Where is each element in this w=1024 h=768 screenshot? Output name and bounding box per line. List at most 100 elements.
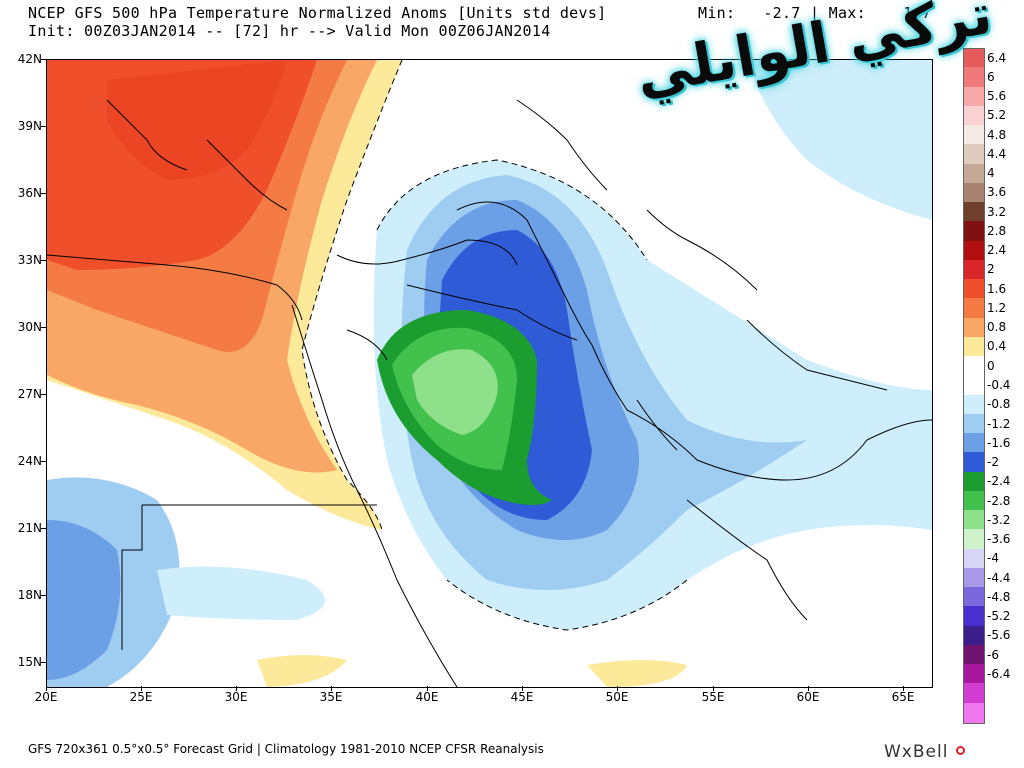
colorbar-swatch [963, 490, 985, 511]
colorbar-label: 1.2 [987, 300, 1007, 315]
lon-tick [236, 686, 237, 691]
lat-label: 15N [17, 655, 42, 669]
lon-tick [713, 686, 714, 691]
colorbar-swatch [963, 433, 985, 454]
lon-label: 55E [701, 690, 725, 704]
zero-contours [301, 60, 688, 631]
min-max-readout: Min: -2.7 | Max: 1.7 [698, 4, 932, 22]
colorbar-swatch [963, 202, 985, 223]
colorbar-label: -6 [987, 647, 999, 662]
colorbar-swatch [963, 182, 985, 203]
colorbar-label: 2.8 [987, 223, 1007, 238]
colorbar-label: 4 [987, 166, 995, 181]
colorbar-label: 6.4 [987, 50, 1007, 65]
cool-southwest-patch [47, 477, 687, 687]
lat-tick [41, 59, 46, 60]
colorbar-label: -4 [987, 551, 999, 566]
lat-tick [41, 595, 46, 596]
lat-tick [41, 528, 46, 529]
lat-label: 21N [17, 521, 42, 535]
lon-tick [141, 686, 142, 691]
colorbar-swatch [963, 259, 985, 280]
lat-label: 30N [17, 320, 42, 334]
strong-cold-core [377, 310, 552, 505]
colorbar-label: 3.2 [987, 204, 1007, 219]
colorbar-swatch [963, 298, 985, 319]
colorbar-swatch [963, 67, 985, 88]
colorbar-label: 0 [987, 358, 995, 373]
lon-label: 30E [224, 690, 248, 704]
lat-label: 42N [17, 52, 42, 66]
colorbar-swatch [963, 529, 985, 550]
lon-tick [46, 686, 47, 691]
lat-label: 39N [17, 119, 42, 133]
footer-caption: GFS 720x361 0.5°x0.5° Forecast Grid | Cl… [28, 742, 544, 756]
lat-tick [41, 461, 46, 462]
colorbar-swatch [963, 144, 985, 165]
colorbar-swatch [963, 471, 985, 492]
lon-tick [903, 686, 904, 691]
warm-anomaly-field [47, 60, 402, 530]
colorbar-label: 4.8 [987, 127, 1007, 142]
colorbar-swatch [963, 279, 985, 300]
colorbar-label: 2 [987, 262, 995, 277]
lon-label: 60E [796, 690, 820, 704]
anomaly-map [46, 59, 933, 688]
lat-label: 27N [17, 387, 42, 401]
colorbar-label: 3.6 [987, 185, 1007, 200]
colorbar-swatch [963, 86, 985, 107]
colorbar-swatch [963, 375, 985, 396]
lon-label: 65E [891, 690, 915, 704]
colorbar-label: -2 [987, 455, 999, 470]
colorbar-label: 6 [987, 69, 995, 84]
watermark-text: تركي الوايلي [631, 0, 997, 109]
colorbar-label: -0.8 [987, 397, 1011, 412]
lon-tick [522, 686, 523, 691]
lat-label: 18N [17, 588, 42, 602]
init-valid-line: Init: 00Z03JAN2014 -- [72] hr --> Valid … [28, 22, 551, 40]
colorbar-swatch [963, 105, 985, 126]
colorbar-swatch [963, 644, 985, 665]
colorbar-swatch [963, 356, 985, 377]
colorbar-swatch [963, 587, 985, 608]
colorbar-label: -1.6 [987, 435, 1011, 450]
colorbar-swatch [963, 625, 985, 646]
colorbar-swatch [963, 163, 985, 184]
lon-label: 35E [319, 690, 343, 704]
colorbar-swatch [963, 683, 985, 704]
colorbar-swatch [963, 48, 985, 69]
lon-label: 45E [510, 690, 534, 704]
colorbar-swatch [963, 240, 985, 261]
lat-tick [41, 126, 46, 127]
colorbar-label: 1.6 [987, 281, 1007, 296]
lon-label: 25E [129, 690, 153, 704]
colorbar-label: -5.6 [987, 628, 1011, 643]
lon-label: 40E [415, 690, 439, 704]
colorbar-label: -0.4 [987, 378, 1011, 392]
lat-label: 36N [17, 186, 42, 200]
colorbar-label: -4.8 [987, 589, 1011, 604]
lat-label: 24N [17, 454, 42, 468]
lat-label: 33N [17, 253, 42, 267]
colorbar-label: 5.6 [987, 89, 1007, 104]
colorbar-swatch [963, 221, 985, 242]
map-canvas [47, 60, 932, 687]
lat-tick [41, 327, 46, 328]
colorbar-swatch [963, 664, 985, 685]
brand-logo: WxBell [884, 742, 949, 762]
lon-label: 50E [605, 690, 629, 704]
brand-dot-icon [956, 746, 965, 755]
colorbar-swatch [963, 336, 985, 357]
lat-tick [41, 193, 46, 194]
colorbar-label: -4.4 [987, 570, 1011, 585]
colorbar-label: -3.2 [987, 512, 1011, 527]
colorbar-swatch [963, 413, 985, 434]
colorbar-swatch [963, 510, 985, 531]
colorbar-swatch [963, 567, 985, 588]
lat-tick [41, 394, 46, 395]
colorbar-swatch [963, 125, 985, 146]
colorbar-swatch [963, 394, 985, 415]
colorbar-label: -1.2 [987, 416, 1011, 431]
lat-tick [41, 260, 46, 261]
colorbar-label: -2.4 [987, 474, 1011, 489]
